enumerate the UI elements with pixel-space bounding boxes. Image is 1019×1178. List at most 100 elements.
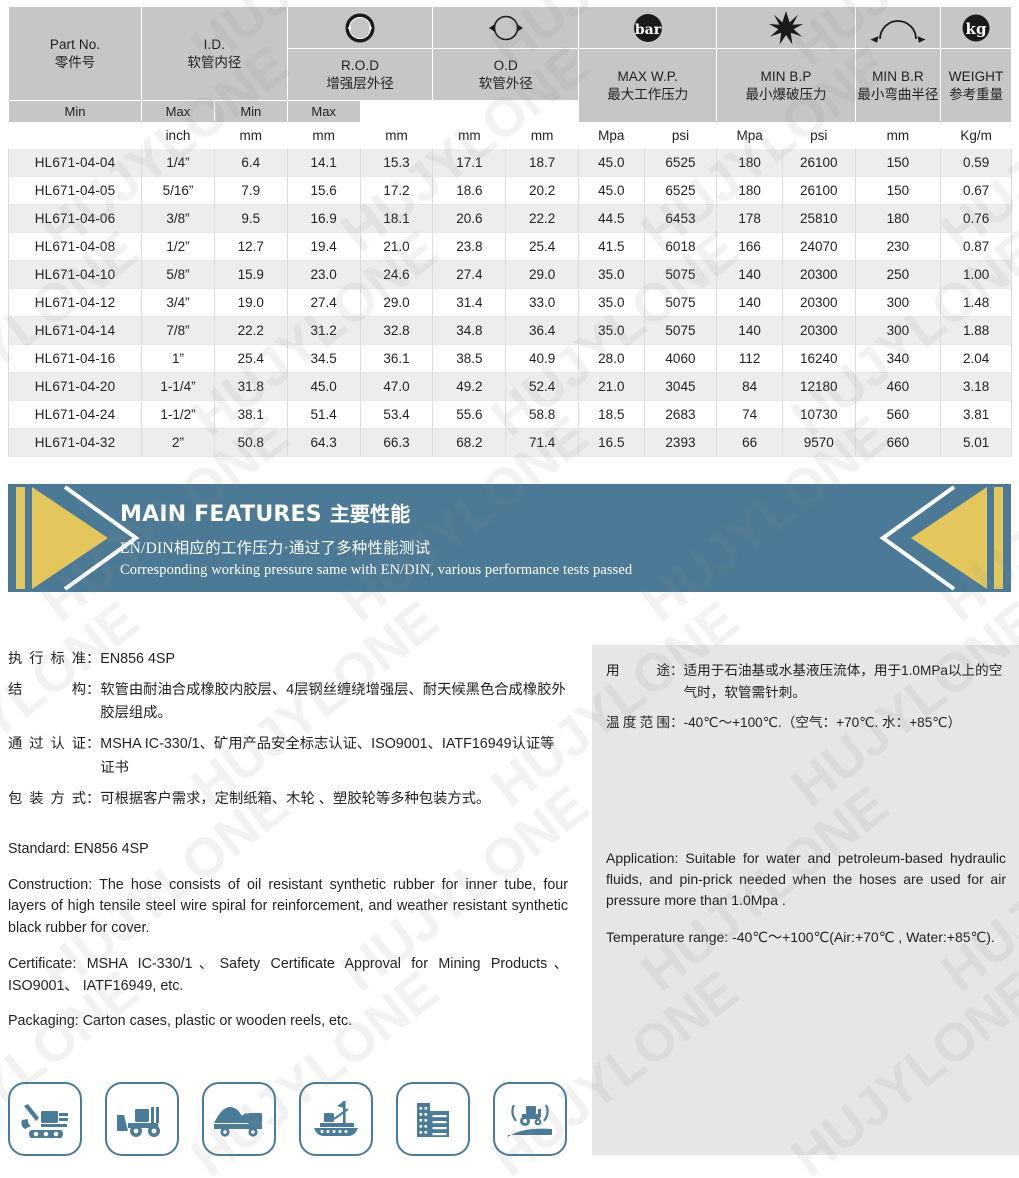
header-id-cn: 软管内径 xyxy=(187,54,242,70)
cell-value: 21.0 xyxy=(578,372,645,401)
dump-truck-icon[interactable] xyxy=(202,1082,276,1156)
cell-value: 178 xyxy=(716,204,783,233)
cell-value: 1” xyxy=(141,344,215,373)
header-rod-icon-cell xyxy=(286,6,434,49)
cell-value: 250 xyxy=(854,260,942,289)
cell-value: 15.9 xyxy=(213,260,288,289)
cell-value: 24.6 xyxy=(359,260,434,289)
cell-value: 45.0 xyxy=(578,176,645,205)
cell-value: 84 xyxy=(716,372,783,401)
header-maxwp: MAX W.P. 最大工作压力 xyxy=(578,48,718,123)
spec-value: 软管由耐油合成橡胶内胶层、4层钢丝缠绕增强层、耐天候黑色合成橡胶外胶层组成。 xyxy=(100,682,566,722)
cell-value: 27.4 xyxy=(432,260,507,289)
cell-value: 41.5 xyxy=(578,232,645,261)
cell-value: 34.8 xyxy=(432,316,507,345)
circle-arrows-icon xyxy=(433,11,578,45)
header-weight-icon-cell: kg xyxy=(940,6,1012,49)
table-row: HL671-04-04 1/4” 6.4 14.1 15.3 17.1 18.7 45.0 65… xyxy=(7,148,1012,177)
cell-value: 24070 xyxy=(781,232,856,261)
cell-value: 16240 xyxy=(781,344,856,373)
cell-value: 1-1/4” xyxy=(141,372,215,401)
cell-value: 34.5 xyxy=(286,344,361,373)
spec-value: -40℃～+100℃.（空气：+70℃. 水：+85℃） xyxy=(683,714,962,730)
spec-colon: ： xyxy=(670,714,684,730)
header-rod: R.O.D 增强层外径 xyxy=(286,48,434,101)
cell-value: 18.1 xyxy=(359,204,434,233)
spec-label: 结构 xyxy=(8,682,86,699)
spec-table: Part No. 零件号 I.D. 软管内径 xyxy=(7,6,1012,457)
cell-value: 18.6 xyxy=(432,176,507,205)
cell-value: 66 xyxy=(716,428,783,457)
ring-icon xyxy=(288,11,433,45)
left-spec-text: 执行标准： EN856 4SP 结构： 软管由耐油合成橡胶内胶层、4层钢丝缠绕增强层、… xyxy=(8,648,568,1033)
svg-text:kg: kg xyxy=(966,20,987,38)
cell-value: 140 xyxy=(716,260,783,289)
spec-label: 执行标准 xyxy=(8,651,86,667)
paragraph: Construction: The hose consists of oil r… xyxy=(8,876,568,937)
cell-value: 51.4 xyxy=(286,400,361,429)
right-chinese-block: 用途：适用于石油基或水基液压流体，用于1.0MPa以上的空气时，软管需针刺。温度… xyxy=(606,660,1011,741)
spec-line: 通过认证： MSHA IC-330/1、矿用产品安全标志认证、ISO9001、IA… xyxy=(8,733,568,779)
cell-value: 140 xyxy=(716,288,783,317)
cell-value: 14.1 xyxy=(286,148,361,177)
cell-value: 6018 xyxy=(643,232,718,261)
spec-colon: ： xyxy=(86,651,101,667)
header-maxwp-cn: 最大工作压力 xyxy=(607,86,689,102)
cell-value: 0.87 xyxy=(940,232,1012,261)
unit-od-min: mm xyxy=(432,122,507,149)
spec-line: 用途：适用于石油基或水基液压流体，用于1.0MPa以上的空气时，软管需针刺。 xyxy=(606,660,1011,704)
cell-value: 6.4 xyxy=(213,148,288,177)
application-icon-row xyxy=(8,1082,567,1156)
cell-value: 2393 xyxy=(643,428,718,457)
unit-minbp-psi: psi xyxy=(781,122,856,149)
cell-value: 15.3 xyxy=(359,148,434,177)
cell-value: 23.8 xyxy=(432,232,507,261)
cell-part-no: HL671-04-08 xyxy=(7,232,143,261)
spec-line: 温度范围： -40℃～+100℃.（空气：+70℃. 水：+85℃） xyxy=(606,712,1011,734)
excavator-icon[interactable] xyxy=(8,1082,82,1156)
header-rod-max: Max xyxy=(141,100,215,123)
header-title-row: R.O.D 增强层外径 O.D 软管外径 MAX W.P. 最大工作压力 MIN… xyxy=(9,48,1012,123)
cell-value: 5075 xyxy=(643,316,718,345)
cell-value: 6453 xyxy=(643,204,718,233)
gold-bar-right xyxy=(994,487,1003,589)
table-row: HL671-04-20 1-1/4” 31.8 45.0 47.0 49.2 52.4 21.… xyxy=(7,372,1012,401)
cell-part-no: HL671-04-24 xyxy=(7,400,143,429)
unit-rod-min: mm xyxy=(286,122,361,149)
cell-value: 26100 xyxy=(781,176,856,205)
spec-label: 包装方式 xyxy=(8,790,86,807)
header-subcol-row: Min Max Min Max xyxy=(7,100,1012,123)
cell-value: 25.4 xyxy=(213,344,288,373)
cell-value: 9.5 xyxy=(213,204,288,233)
header-part-no-en: Part No. xyxy=(49,36,101,52)
cell-value: 36.4 xyxy=(505,316,580,345)
cell-value: 20.6 xyxy=(432,204,507,233)
table-row: HL671-04-06 3/8” 9.5 16.9 18.1 20.6 22.2 44.5 64… xyxy=(7,204,1012,233)
cell-value: 18.5 xyxy=(578,400,645,429)
header-minbr-en: MIN B.R xyxy=(872,68,924,84)
cell-value: 25810 xyxy=(781,204,856,233)
left-chinese-block: 执行标准： EN856 4SP 结构： 软管由耐油合成橡胶内胶层、4层钢丝缠绕增强层、… xyxy=(8,648,568,811)
ship-crane-icon[interactable] xyxy=(299,1082,373,1156)
spec-line: 执行标准： EN856 4SP xyxy=(8,648,568,671)
cell-part-no: HL671-04-32 xyxy=(7,428,143,457)
cell-part-no: HL671-04-20 xyxy=(7,372,143,401)
cell-value: 300 xyxy=(854,316,942,345)
cell-value: 33.0 xyxy=(505,288,580,317)
wheel-loader-icon[interactable] xyxy=(105,1082,179,1156)
header-rod-min: Min xyxy=(7,100,143,123)
white-chevron-left xyxy=(63,485,140,591)
tractor-agriculture-icon[interactable] xyxy=(493,1082,567,1156)
cell-value: 15.6 xyxy=(286,176,361,205)
cell-value: 20300 xyxy=(781,316,856,345)
cell-value: 22.2 xyxy=(213,316,288,345)
header-od-max: Max xyxy=(286,100,361,123)
buildings-icon[interactable] xyxy=(396,1082,470,1156)
cell-value: 5.01 xyxy=(940,428,1012,457)
header-rod-en: R.O.D xyxy=(341,57,380,73)
table-row: HL671-04-24 1-1/2” 38.1 51.4 53.4 55.6 58.8 18.… xyxy=(7,400,1012,429)
cell-value: 58.8 xyxy=(505,400,580,429)
cell-value: 38.1 xyxy=(213,400,288,429)
cell-value: 140 xyxy=(716,316,783,345)
header-maxwp-icon-cell: bar xyxy=(578,6,718,49)
